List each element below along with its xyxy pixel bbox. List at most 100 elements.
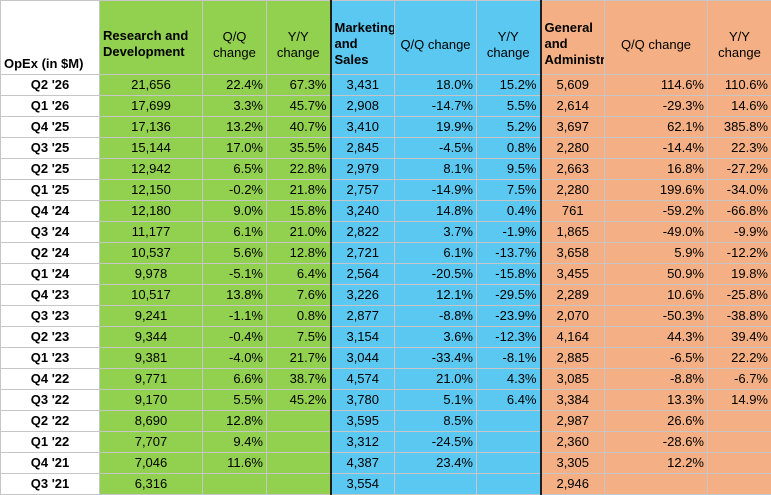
rd-qq-cell: -0.4% [203,327,267,348]
ms-value-cell: 2,721 [331,243,395,264]
rd-qq-cell: 17.0% [203,138,267,159]
ms-value-cell: 2,908 [331,96,395,117]
quarter-cell: Q3 '25 [1,138,100,159]
rd-qq-cell: 9.0% [203,201,267,222]
ga-yy-cell: 22.2% [708,348,771,369]
rd-yy-cell: 38.7% [267,369,331,390]
ms-yy-cell: 7.5% [477,180,541,201]
rd-header: Research and Development [100,1,203,75]
rd-qq-header: Q/Q change [203,1,267,75]
rd-value-cell: 15,144 [100,138,203,159]
ms-value-cell: 3,240 [331,201,395,222]
header-row: OpEx (in $M) Research and Development Q/… [1,1,771,75]
ga-yy-cell: -27.2% [708,159,771,180]
rd-yy-cell: 21.7% [267,348,331,369]
rd-value-cell: 9,344 [100,327,203,348]
ms-value-cell: 3,154 [331,327,395,348]
ga-yy-cell: -6.7% [708,369,771,390]
ms-value-cell: 2,564 [331,264,395,285]
ms-value-cell: 2,877 [331,306,395,327]
ms-value-cell: 3,410 [331,117,395,138]
rd-qq-cell: 6.6% [203,369,267,390]
ms-value-cell: 3,226 [331,285,395,306]
ga-qq-cell: 16.8% [605,159,708,180]
rd-qq-cell: 6.1% [203,222,267,243]
quarter-cell: Q4 '21 [1,453,100,474]
rd-yy-cell [267,453,331,474]
rd-qq-cell: 6.5% [203,159,267,180]
ga-yy-header: Y/Y change [708,1,771,75]
ga-yy-cell: -12.2% [708,243,771,264]
quarter-cell: Q4 '24 [1,201,100,222]
ga-yy-cell: -25.8% [708,285,771,306]
ga-value-cell: 2,289 [541,285,605,306]
rd-value-cell: 10,537 [100,243,203,264]
rd-value-cell: 9,771 [100,369,203,390]
ms-value-cell: 3,044 [331,348,395,369]
ms-yy-cell: -12.3% [477,327,541,348]
ms-qq-cell [395,474,477,495]
rd-yy-cell: 45.2% [267,390,331,411]
rd-yy-header: Y/Y change [267,1,331,75]
quarter-cell: Q3 '24 [1,222,100,243]
ga-value-cell: 2,360 [541,432,605,453]
rd-yy-cell: 67.3% [267,75,331,96]
ga-qq-cell: 5.9% [605,243,708,264]
ms-qq-cell: 12.1% [395,285,477,306]
ms-yy-cell [477,453,541,474]
rd-yy-cell: 6.4% [267,264,331,285]
rd-yy-cell: 0.8% [267,306,331,327]
rd-qq-cell: -1.1% [203,306,267,327]
ga-yy-cell: 110.6% [708,75,771,96]
ga-value-cell: 4,164 [541,327,605,348]
ga-qq-cell: -28.6% [605,432,708,453]
ga-value-cell: 5,609 [541,75,605,96]
ga-qq-cell: 114.6% [605,75,708,96]
rd-value-cell: 9,978 [100,264,203,285]
ms-yy-cell: 5.2% [477,117,541,138]
rd-value-cell: 17,136 [100,117,203,138]
ms-yy-cell: 0.4% [477,201,541,222]
ga-yy-cell [708,411,771,432]
ga-yy-cell [708,474,771,495]
rd-value-cell: 9,381 [100,348,203,369]
rd-yy-cell [267,474,331,495]
ms-qq-cell: 3.6% [395,327,477,348]
rd-value-cell: 17,699 [100,96,203,117]
rd-qq-cell: -0.2% [203,180,267,201]
ms-value-cell: 3,554 [331,474,395,495]
rd-yy-cell [267,432,331,453]
rd-qq-cell: 9.4% [203,432,267,453]
ga-value-cell: 3,085 [541,369,605,390]
ms-yy-cell [477,474,541,495]
ms-yy-cell: 4.3% [477,369,541,390]
ga-value-cell: 2,885 [541,348,605,369]
ga-value-cell: 2,946 [541,474,605,495]
ga-value-cell: 2,070 [541,306,605,327]
ms-qq-cell: 21.0% [395,369,477,390]
ms-qq-cell: -8.8% [395,306,477,327]
ms-yy-cell: -23.9% [477,306,541,327]
quarter-cell: Q2 '22 [1,411,100,432]
quarter-cell: Q1 '22 [1,432,100,453]
ga-qq-cell [605,474,708,495]
ms-qq-cell: 8.5% [395,411,477,432]
ga-value-cell: 2,987 [541,411,605,432]
rd-qq-cell [203,474,267,495]
rd-yy-cell: 21.0% [267,222,331,243]
ms-yy-cell: 6.4% [477,390,541,411]
ms-yy-cell: -1.9% [477,222,541,243]
ga-header: General and Administrative [541,1,605,75]
ms-value-cell: 2,822 [331,222,395,243]
rd-qq-cell: 3.3% [203,96,267,117]
quarter-cell: Q2 '25 [1,159,100,180]
ms-value-cell: 4,387 [331,453,395,474]
rd-value-cell: 12,942 [100,159,203,180]
